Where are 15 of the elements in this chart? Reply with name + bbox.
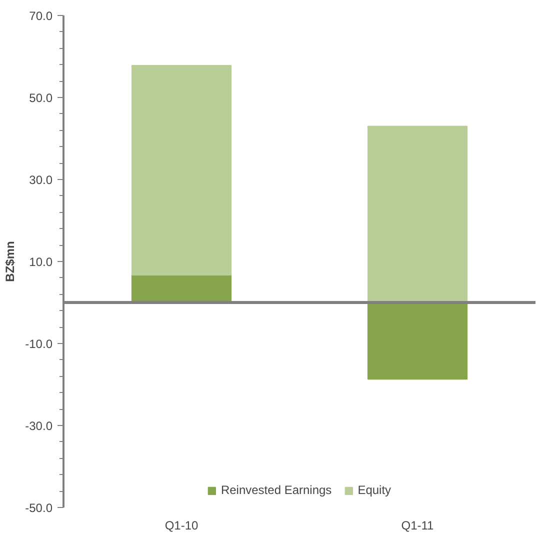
y-tick-label: 50.0 xyxy=(29,91,53,105)
bar xyxy=(131,65,232,276)
y-tick-label: 30.0 xyxy=(29,173,53,187)
x-tick-label: Q1-11 xyxy=(401,518,434,532)
y-tick-label: -50.0 xyxy=(25,501,53,515)
y-tick-label: -30.0 xyxy=(25,419,53,433)
y-tick-label: 70.0 xyxy=(29,9,53,23)
legend-label: Reinvested Earnings xyxy=(220,483,332,497)
bar xyxy=(367,302,468,380)
legend-label: Equity xyxy=(358,483,392,497)
y-axis-title: BZ$mn xyxy=(3,241,18,282)
y-tick-label: 10.0 xyxy=(29,255,53,269)
y-tick-label: -10.0 xyxy=(25,337,53,351)
x-tick-label: Q1-10 xyxy=(164,518,198,532)
bar xyxy=(367,126,468,303)
